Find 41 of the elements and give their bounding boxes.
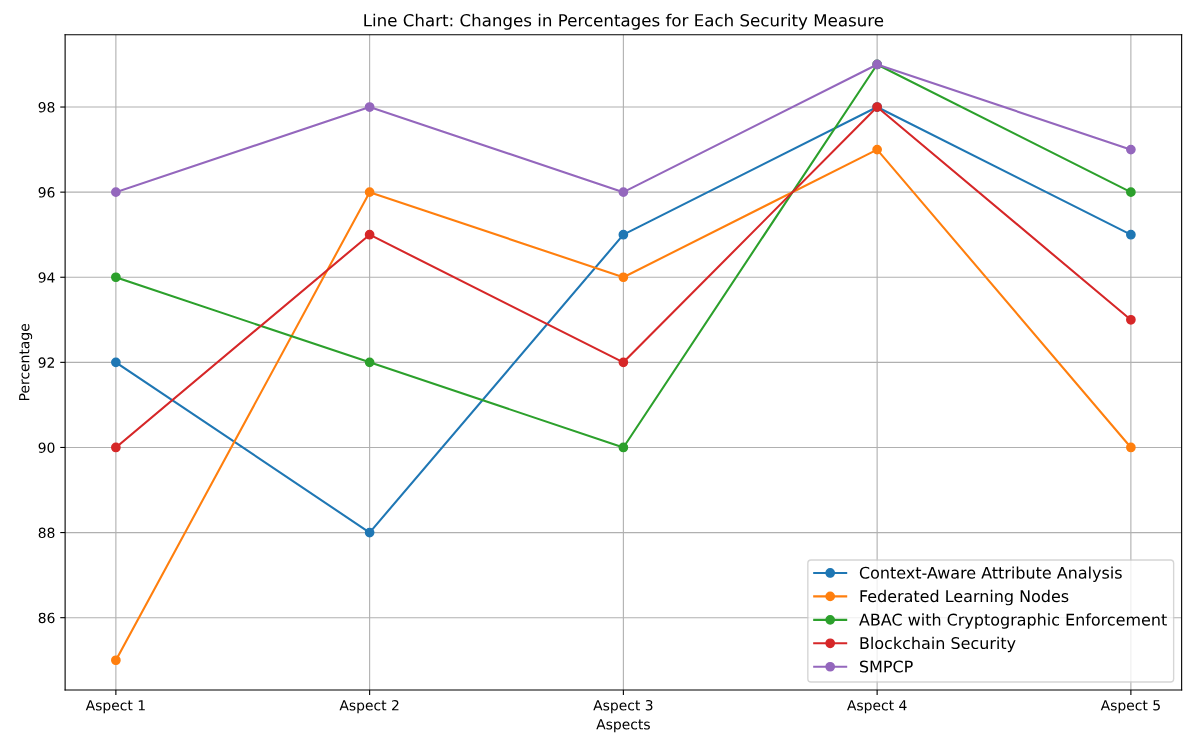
y-tick-label: 92 [38,357,55,368]
legend-label: Blockchain Security [860,636,1016,653]
x-tick-label: Aspect 4 [847,700,907,714]
y-axis-title: Percentage [19,324,33,401]
x-tick-label: Aspect 5 [1100,700,1160,714]
point [364,229,375,240]
y-tick-label: 88 [38,527,55,539]
point [364,187,375,198]
x-axis-title: Aspects [596,719,650,733]
chart-title: Line Chart: Changes in Percentages for Each Security Measure [364,13,884,30]
x-tick-label: Aspect 1 [85,700,145,714]
y-tick-label: 86 [38,612,55,624]
point [618,442,629,453]
legend-label: SMPCP [859,660,913,673]
point [111,272,121,283]
point [111,655,121,666]
point [1126,442,1136,453]
point [111,187,121,198]
point [364,102,375,112]
legend-label: ABAC with Cryptographic Enforcement [859,613,1167,629]
y-tick-label: 96 [38,187,55,198]
point [872,144,882,155]
point [618,187,629,198]
point [1126,187,1136,198]
point [1126,144,1136,155]
point [1126,229,1136,240]
x-tick-label: Aspect 3 [593,700,653,714]
point [618,272,629,283]
point [1126,314,1136,325]
y-tick-label: 94 [38,272,55,283]
point [111,442,121,453]
point [111,357,121,368]
x-tick-label: Aspect 2 [339,700,399,714]
y-tick-label: 98 [38,102,55,113]
point [364,527,375,538]
y-tick-label: 90 [38,442,55,453]
point [618,357,629,368]
point [618,229,629,240]
point [364,357,375,368]
legend-label: Context-Aware Attribute Analysis [859,566,1122,582]
legend-label: Federated Learning Nodes [860,589,1069,606]
